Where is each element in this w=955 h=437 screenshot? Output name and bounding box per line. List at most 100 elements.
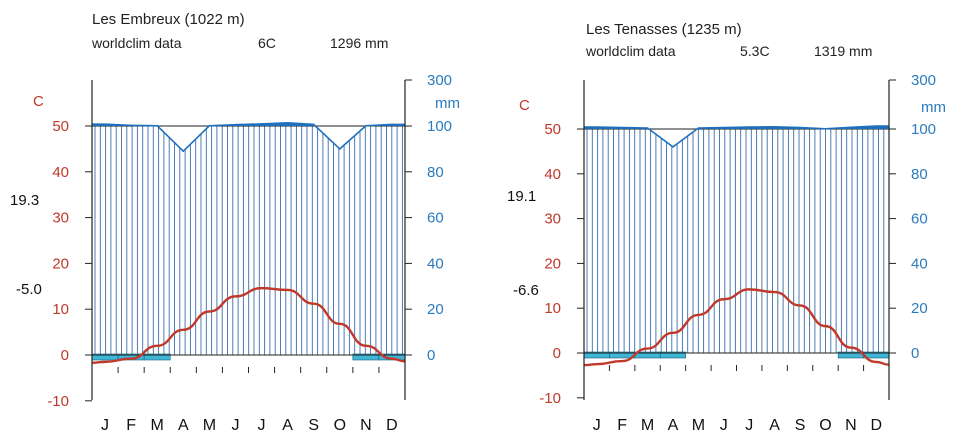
mean-temperature: 5.3C bbox=[740, 43, 770, 59]
right-tick-label: 80 bbox=[911, 166, 928, 183]
right-tick-label: 20 bbox=[911, 300, 928, 317]
month-label: O bbox=[819, 417, 831, 434]
month-label: J bbox=[720, 417, 728, 434]
data-source-label: worldclim data bbox=[585, 43, 676, 59]
annual-precipitation: 1319 mm bbox=[814, 43, 872, 59]
extreme-min-label: -5.0 bbox=[16, 281, 42, 298]
precip-point bbox=[875, 125, 878, 127]
month-label: J bbox=[101, 417, 109, 434]
left-tick-label: 40 bbox=[544, 166, 561, 183]
temp-point bbox=[875, 361, 878, 363]
temp-point bbox=[182, 329, 185, 331]
month-label: M bbox=[692, 417, 705, 434]
chart-title: Les Embreux (1022 m) bbox=[92, 11, 245, 28]
temp-point bbox=[391, 357, 393, 360]
left-tick-label: -10 bbox=[539, 390, 561, 407]
precip-point bbox=[773, 125, 776, 128]
left-axis-unit: C bbox=[33, 93, 44, 110]
month-label: N bbox=[845, 417, 857, 434]
left-tick-label: 50 bbox=[52, 118, 69, 135]
temp-point bbox=[130, 357, 132, 360]
precip-point bbox=[338, 148, 341, 150]
month-label: A bbox=[769, 417, 780, 434]
temperature-line bbox=[583, 288, 890, 367]
month-label: F bbox=[126, 417, 136, 434]
month-label: M bbox=[203, 417, 216, 434]
month-label: D bbox=[871, 417, 883, 434]
left-tick-label: 10 bbox=[544, 300, 561, 317]
right-tick-label: 80 bbox=[427, 164, 444, 181]
chart-title: Les Tenasses (1235 m) bbox=[586, 21, 742, 38]
month-label: J bbox=[593, 417, 601, 434]
right-axis-unit: mm bbox=[921, 99, 946, 116]
temp-point bbox=[722, 298, 725, 301]
left-tick-label: 0 bbox=[553, 345, 561, 362]
frost-bar bbox=[143, 353, 171, 361]
precip-point bbox=[748, 126, 751, 128]
right-tick-label: 60 bbox=[911, 211, 928, 228]
temp-point bbox=[338, 323, 341, 325]
left-tick-label: 20 bbox=[52, 255, 69, 272]
right-tick-label: 0 bbox=[911, 345, 919, 362]
precip-point bbox=[697, 127, 700, 129]
right-tick-label: 40 bbox=[911, 255, 928, 272]
frost-bar bbox=[659, 351, 686, 359]
temp-point bbox=[748, 288, 751, 291]
data-source-label: worldclim data bbox=[91, 35, 182, 51]
right-tick-label: 300 bbox=[427, 72, 452, 89]
precip-point bbox=[799, 126, 801, 129]
temp-point bbox=[799, 304, 801, 307]
precip-point bbox=[234, 123, 237, 126]
temp-point bbox=[208, 310, 211, 313]
temp-point bbox=[773, 291, 776, 293]
left-tick-label: 0 bbox=[61, 347, 69, 364]
month-label: D bbox=[386, 417, 398, 434]
temp-point bbox=[104, 361, 106, 363]
precip-point bbox=[850, 126, 852, 129]
month-label: N bbox=[360, 417, 372, 434]
left-tick-label: 20 bbox=[544, 255, 561, 272]
right-tick-label: 0 bbox=[427, 347, 435, 364]
temp-point bbox=[595, 363, 598, 366]
precip-point bbox=[824, 127, 827, 130]
precip-point bbox=[104, 123, 106, 125]
precip-point bbox=[646, 127, 649, 129]
temperature-line bbox=[91, 286, 406, 364]
temp-point bbox=[697, 314, 700, 316]
month-label: M bbox=[151, 417, 164, 434]
left-tick-label: 10 bbox=[52, 301, 69, 318]
month-label: F bbox=[617, 417, 627, 434]
temp-point bbox=[156, 345, 159, 347]
extreme-max-label: 19.1 bbox=[507, 188, 536, 205]
precip-point bbox=[182, 150, 185, 152]
frost-bars bbox=[583, 351, 890, 359]
precip-point bbox=[260, 123, 263, 125]
month-label: S bbox=[795, 417, 806, 434]
right-tick-label: 20 bbox=[427, 301, 444, 318]
precip-point bbox=[156, 124, 159, 127]
temp-point bbox=[286, 289, 289, 291]
left-tick-label: 30 bbox=[52, 210, 69, 227]
precip-point bbox=[595, 126, 598, 128]
month-label: A bbox=[282, 417, 293, 434]
month-label: S bbox=[308, 417, 319, 434]
month-label: M bbox=[641, 417, 654, 434]
month-label: A bbox=[668, 417, 679, 434]
humid-hatching bbox=[586, 126, 885, 353]
precip-point bbox=[391, 123, 393, 126]
temp-point bbox=[646, 347, 649, 350]
month-label: O bbox=[334, 417, 346, 434]
precipitation-line bbox=[584, 125, 889, 148]
precip-point bbox=[208, 124, 211, 127]
temp-point bbox=[621, 360, 623, 362]
precip-point bbox=[130, 124, 132, 127]
temp-point bbox=[824, 325, 827, 327]
extreme-max-label: 19.3 bbox=[10, 192, 39, 209]
left-axis-unit: C bbox=[519, 97, 530, 114]
month-label: A bbox=[178, 417, 189, 434]
left-tick-label: 40 bbox=[52, 164, 69, 181]
right-tick-label: 60 bbox=[427, 210, 444, 227]
